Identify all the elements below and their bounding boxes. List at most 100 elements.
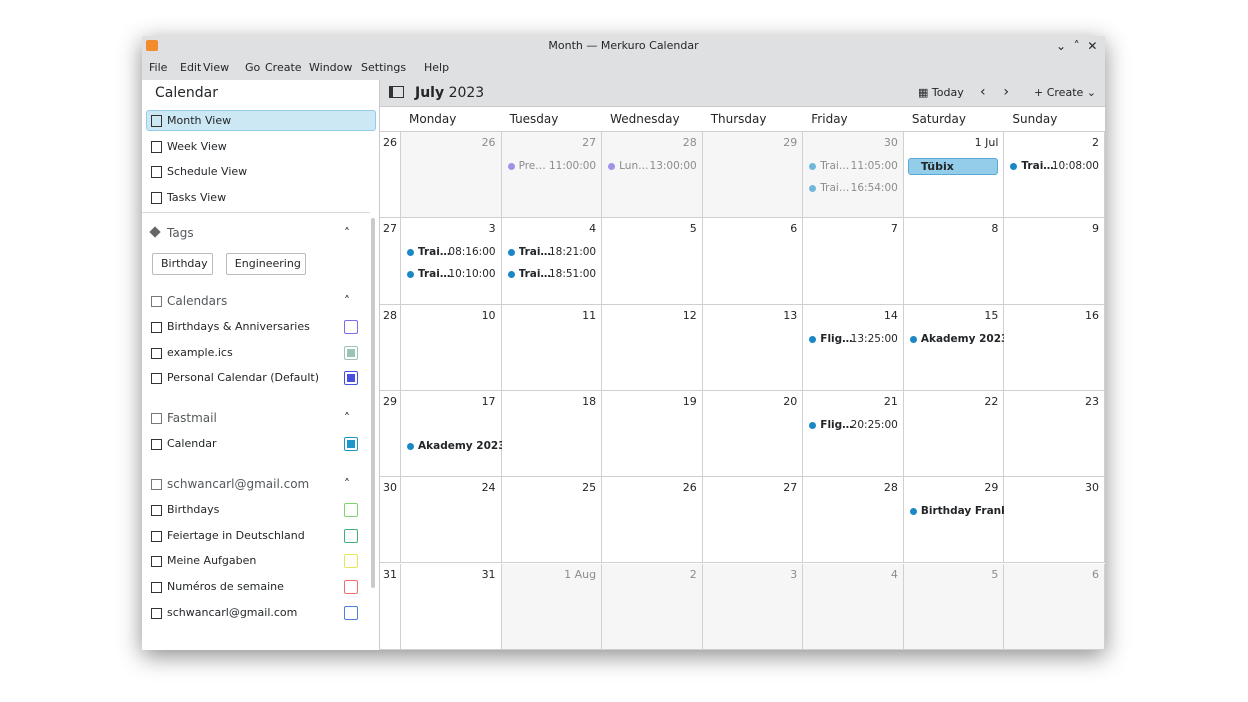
event-title[interactable]: Flig… bbox=[820, 332, 853, 345]
day-number: 11 bbox=[582, 308, 597, 322]
day-cell bbox=[501, 477, 603, 564]
day-cell bbox=[501, 304, 603, 391]
calendar-icon bbox=[151, 530, 162, 542]
collapse[interactable]: ˄ bbox=[344, 476, 350, 491]
calendar-item[interactable]: Birthdays bbox=[167, 502, 220, 516]
event-time: 10:08:00 bbox=[1051, 160, 1099, 172]
event-title[interactable]: Trai… bbox=[518, 267, 551, 280]
sidebar-toggle[interactable] bbox=[389, 86, 404, 98]
nav-buttons[interactable]: ‹ › bbox=[980, 84, 1009, 100]
menu-item[interactable]: Go bbox=[245, 61, 261, 74]
create-button[interactable]: + Create ⌄ bbox=[1034, 86, 1096, 99]
view-item[interactable]: Schedule View bbox=[167, 165, 248, 179]
menu-item[interactable]: Help bbox=[424, 61, 450, 74]
day-number: 2 bbox=[1091, 136, 1099, 149]
day-number: 8 bbox=[991, 222, 999, 236]
event-dot bbox=[909, 335, 917, 343]
day-cell bbox=[401, 132, 502, 219]
window-controls[interactable]: ⌄ ˄ ✕ bbox=[1056, 39, 1098, 53]
day-cell bbox=[501, 218, 603, 305]
tag-chip[interactable]: Engineering bbox=[225, 253, 306, 275]
day-number: 4 bbox=[890, 567, 898, 581]
day-cell bbox=[903, 132, 1005, 219]
day-number: 25 bbox=[582, 481, 597, 495]
section-icon bbox=[151, 478, 162, 490]
checkbox[interactable] bbox=[344, 371, 358, 386]
day-number: 26 bbox=[682, 481, 697, 495]
checkbox[interactable] bbox=[344, 502, 358, 517]
week-number: 28 bbox=[380, 304, 401, 391]
scrollbar[interactable] bbox=[371, 218, 375, 588]
day-cell bbox=[803, 218, 904, 305]
menu-item[interactable]: Create bbox=[265, 61, 302, 74]
checkbox[interactable] bbox=[344, 554, 358, 569]
section-icon bbox=[151, 296, 162, 307]
calendar-icon bbox=[151, 556, 162, 568]
day-cell bbox=[401, 563, 502, 650]
day-cell bbox=[401, 390, 502, 478]
day-cell bbox=[602, 477, 703, 564]
menu-item[interactable]: Window bbox=[309, 61, 353, 74]
view-item[interactable]: Tasks View bbox=[167, 191, 227, 205]
checkbox[interactable] bbox=[344, 605, 358, 620]
event-title[interactable]: Trai… bbox=[820, 160, 850, 172]
collapse[interactable]: ˄ bbox=[344, 226, 350, 240]
menu-item[interactable]: File bbox=[149, 61, 168, 74]
calendar-item[interactable]: Birthdays & Anniversaries bbox=[167, 320, 310, 333]
menu-item[interactable]: Settings bbox=[361, 61, 407, 74]
day-cell bbox=[602, 218, 703, 305]
calendar-item[interactable]: schwancarl@gmail.com bbox=[167, 605, 298, 619]
event-dot bbox=[407, 249, 414, 257]
day-cell bbox=[401, 218, 502, 305]
event-block[interactable]: Tübix bbox=[907, 158, 999, 175]
day-number: 24 bbox=[481, 481, 496, 495]
calendar-item[interactable]: Feiertage in Deutschland bbox=[167, 528, 305, 542]
event-title[interactable]: Flig… bbox=[820, 418, 853, 431]
calendar-item[interactable]: Personal Calendar (Default) bbox=[167, 371, 319, 385]
view-item[interactable]: Month View bbox=[167, 114, 232, 127]
collapse[interactable]: ˄ bbox=[344, 294, 350, 308]
tag-chip[interactable]: Birthday bbox=[152, 253, 213, 275]
day-number: 17 bbox=[481, 394, 496, 408]
calendar-item[interactable]: example.ics bbox=[167, 345, 233, 359]
checkbox[interactable] bbox=[344, 437, 358, 452]
day-number: 23 bbox=[1084, 394, 1099, 408]
event-title[interactable]: Trai… bbox=[418, 246, 451, 259]
event-title[interactable]: Lun… bbox=[619, 160, 649, 172]
collapse[interactable]: ˄ bbox=[344, 411, 350, 426]
week-number: 31 bbox=[380, 563, 401, 650]
weekday: Friday bbox=[811, 112, 848, 126]
calendar-item[interactable]: Calendar bbox=[167, 437, 217, 451]
app-icon bbox=[146, 40, 158, 51]
checkbox[interactable] bbox=[344, 528, 358, 543]
event-time: 08:16:00 bbox=[448, 246, 496, 259]
calendar-item[interactable]: Meine Aufgaben bbox=[167, 554, 257, 568]
calendar-item[interactable]: Numéros de semaine bbox=[167, 579, 284, 593]
menu-item[interactable]: Edit bbox=[180, 61, 202, 74]
day-number: 5 bbox=[991, 567, 999, 581]
event-title[interactable]: Trai… bbox=[1021, 160, 1054, 172]
day-number: 6 bbox=[1091, 567, 1099, 581]
menu-item[interactable]: View bbox=[203, 61, 230, 74]
day-number: 14 bbox=[883, 308, 898, 322]
day-number: 3 bbox=[790, 567, 798, 581]
day-number: 1 Aug bbox=[564, 567, 597, 581]
checkbox[interactable] bbox=[344, 579, 358, 594]
event-title[interactable]: Trai… bbox=[820, 181, 850, 194]
checkbox[interactable] bbox=[344, 320, 358, 334]
day-number: 16 bbox=[1084, 308, 1099, 322]
event-title[interactable]: Pre… bbox=[518, 160, 546, 172]
day-cell bbox=[501, 563, 603, 650]
view-item[interactable]: Week View bbox=[167, 139, 227, 153]
event-title[interactable]: Trai… bbox=[418, 267, 451, 280]
week-number: 27 bbox=[380, 218, 401, 305]
day-cell bbox=[602, 390, 703, 478]
event-title[interactable]: Trai… bbox=[518, 246, 551, 259]
event-dot bbox=[809, 335, 817, 343]
day-cell bbox=[401, 477, 502, 564]
day-cell bbox=[803, 304, 904, 391]
checkbox[interactable] bbox=[344, 345, 358, 360]
event-title[interactable]: Birthday Frank bbox=[920, 505, 1009, 518]
today-button[interactable]: ▦ Today bbox=[918, 86, 964, 99]
day-cell bbox=[1004, 563, 1105, 650]
